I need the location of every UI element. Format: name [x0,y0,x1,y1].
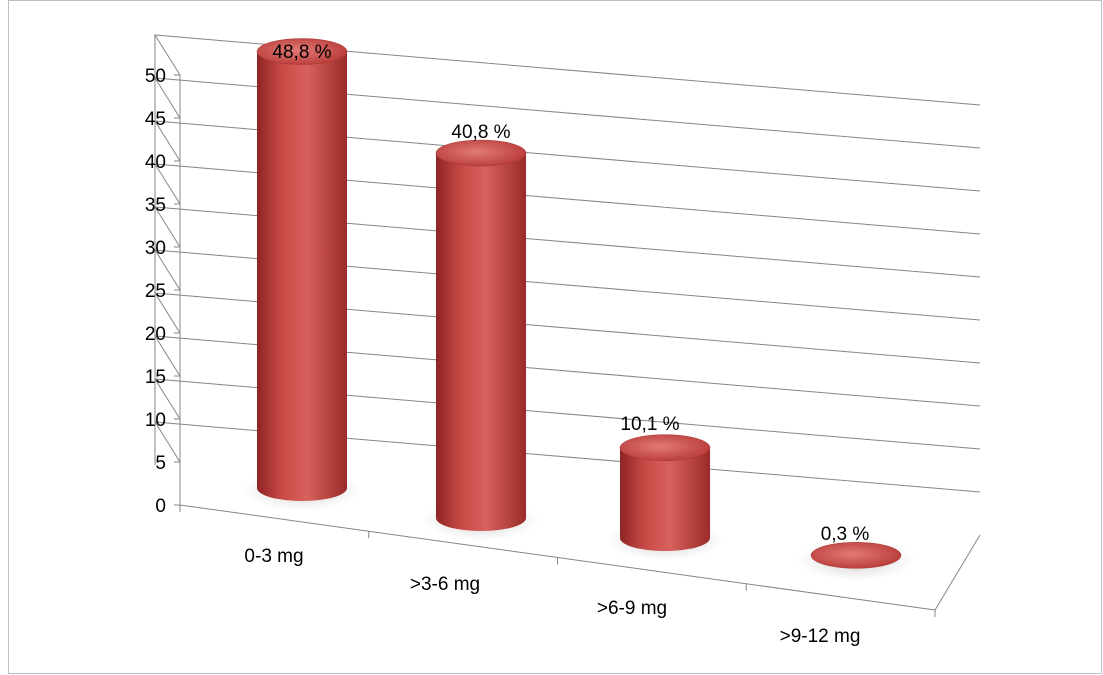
floor-right-edge [934,534,981,611]
data-label: 0,3 % [821,524,870,545]
bar-top [810,542,902,569]
y-tick-label: 40 [145,152,166,173]
bar-2 [422,139,540,541]
category-label: 0-3 mg [244,546,303,567]
y-tick-label: 0 [155,496,166,517]
y-tick-label: 5 [155,453,166,474]
category-labels: 0-3 mg >3-6 mg >6-9 mg >9-12 mg [244,546,860,647]
bars [243,38,915,581]
data-label: 48,8 % [272,42,331,63]
y-tick-label: 25 [145,281,166,302]
data-labels: 48,8 % 40,8 % 10,1 % 0,3 % [272,42,869,545]
category-label: >3-6 mg [410,574,480,595]
bar-top [435,139,527,167]
y-tick-label: 15 [145,367,166,388]
y-tick-label: 30 [145,238,166,259]
axes [154,35,981,617]
bar-top [619,434,711,461]
chart-border [8,0,1102,674]
y-tick-label: 50 [145,66,166,87]
data-label: 40,8 % [451,122,510,143]
y-tick-labels: 0 5 10 15 20 25 30 35 40 45 50 [145,66,166,517]
bar-body [257,51,347,501]
bar-top [256,38,348,65]
y-tick-label: 35 [145,195,166,216]
data-label: 10,1 % [620,414,679,435]
y-tick-label: 45 [145,109,166,130]
bar-body [436,153,526,532]
bar-body [620,447,710,551]
bar-3 [606,434,724,561]
category-label: >9-12 mg [780,626,861,647]
y-tick-label: 20 [145,324,166,345]
bar-4 [797,539,915,581]
y-tick-label: 10 [145,410,166,431]
category-label: >6-9 mg [597,598,667,619]
bar-1 [243,38,361,511]
